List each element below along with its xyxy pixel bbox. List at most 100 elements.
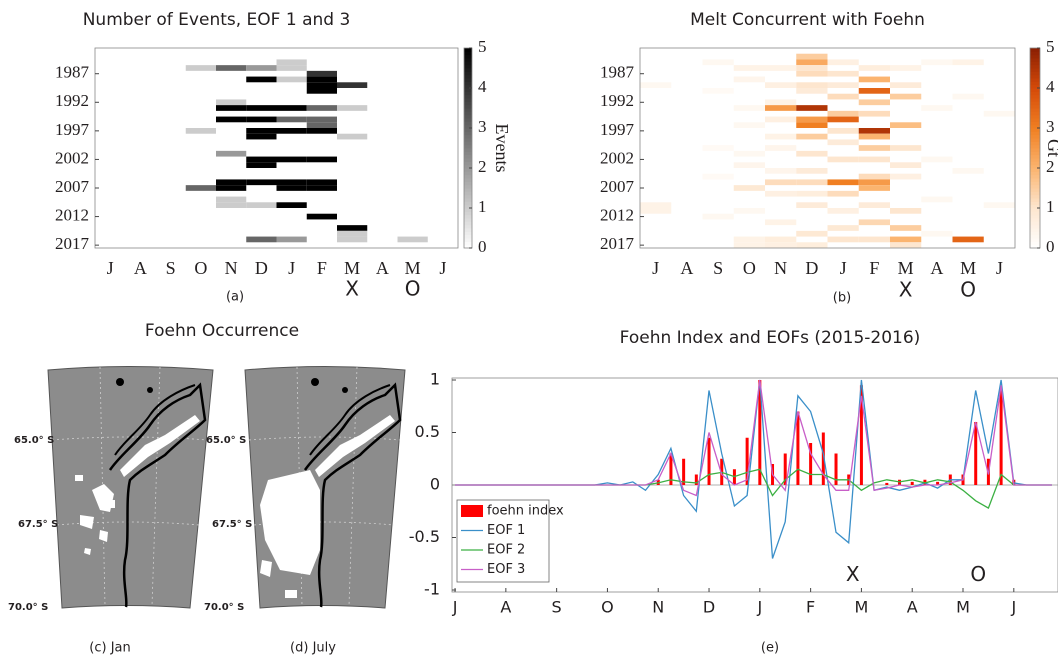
heat-cell [216,202,247,208]
heat-cell [890,225,922,231]
heat-cell [796,65,828,71]
heat-cell [827,93,859,100]
bar [834,453,838,485]
heat-cell [733,242,765,248]
colorbar-step [1030,244,1040,249]
heat-cell [796,88,828,94]
heat-cell [765,219,797,226]
heat-cell [796,116,828,123]
heat-cell [733,162,765,168]
annotation: X [899,278,913,302]
heat-cell [733,150,765,157]
caption: (e) [761,641,779,656]
colorbar-label: Events [492,124,512,173]
x-tick-label: J [1010,598,1016,617]
colorbar-step [1030,204,1040,209]
colorbar-step [1030,181,1040,186]
heat-cell [890,65,922,71]
colorbar-step [464,74,472,79]
x-tick-label: A [907,598,918,617]
colorbar-step [1030,168,1040,172]
heat-cell [216,99,247,106]
heat-cell [890,236,922,243]
annotation: X [345,277,359,301]
colorbar-step [464,191,472,196]
heat-cell [246,105,277,111]
heat-cell [276,59,307,66]
colorbar-step [464,114,472,119]
heat-cell [858,110,890,117]
colorbar-step [464,94,472,99]
heat-cell [796,122,828,128]
plot-frame [94,47,459,249]
colorbar-frame [1029,47,1041,249]
colorbar-step [464,171,472,176]
heat-cell [765,105,797,111]
colorbar-step [464,138,472,142]
heat-cell [306,128,337,134]
colorbar-step [1030,71,1040,76]
colorbar-step [1030,214,1040,219]
lat-label: 65.0° S [206,435,246,446]
heat-cell [796,150,828,157]
colorbar-step [464,111,472,116]
heat-cell [276,65,307,71]
colorbar-step [464,184,472,189]
colorbar-step [464,68,472,72]
y-tick-label: 1987 [55,63,90,82]
heat-cell [185,128,216,134]
colorbar-step [1030,48,1040,52]
colorbar-step [464,91,472,96]
colorbar-step [1030,228,1040,232]
colorbar-step [464,188,472,192]
chart-title: Number of Events, EOF 1 and 3 [83,10,351,30]
x-tick-label: J [107,258,114,278]
x-tick-label: J [840,258,847,278]
bar [694,474,698,485]
colorbar-step [464,64,472,69]
colorbar-step [1030,101,1040,106]
colorbar-step [1030,224,1040,229]
x-tick-label: A [930,258,943,278]
colorbar-tick-label: 4 [1046,77,1055,96]
legend-label: EOF 1 [487,523,525,538]
colorbar-tick-label: 2 [1046,157,1055,176]
colorbar-step [1030,121,1040,126]
heat-cell [921,156,953,163]
x-tick-label: N [225,258,238,278]
heat-cell [796,202,828,208]
heat-cell [827,179,859,186]
bar [974,422,978,485]
heat-cell [858,76,890,83]
chart-title: Melt Concurrent with Foehn [690,10,925,30]
colorbar-step [1030,118,1040,122]
colorbar-step [464,144,472,149]
colorbar-step [464,104,472,109]
colorbar-step [464,51,472,56]
y-tick-label: -1 [424,580,440,599]
x-tick-label: O [743,258,756,278]
x-tick-label: S [166,258,176,278]
annotation: X [846,562,860,586]
colorbar-step [464,161,472,166]
heat-cell [858,156,890,163]
colorbar-step [1030,91,1040,96]
colorbar-step [464,108,472,112]
heat-cell [858,173,890,180]
colorbar-step [1030,124,1040,129]
heat-cell [890,82,922,88]
heat-cell [890,145,922,151]
bar [682,458,686,485]
x-tick-label: M [344,258,360,278]
heat-cell [796,105,828,111]
heat-cell [952,236,984,243]
x-tick-label: M [960,258,976,278]
heat-cell [921,105,953,111]
x-tick-label: D [255,258,268,278]
heat-cell [306,156,337,163]
lat-label: 70.0° S [8,602,48,613]
colorbar-step [464,148,472,152]
heat-cell [858,179,890,186]
heat-cell [337,230,368,237]
colorbar-step [464,124,472,129]
